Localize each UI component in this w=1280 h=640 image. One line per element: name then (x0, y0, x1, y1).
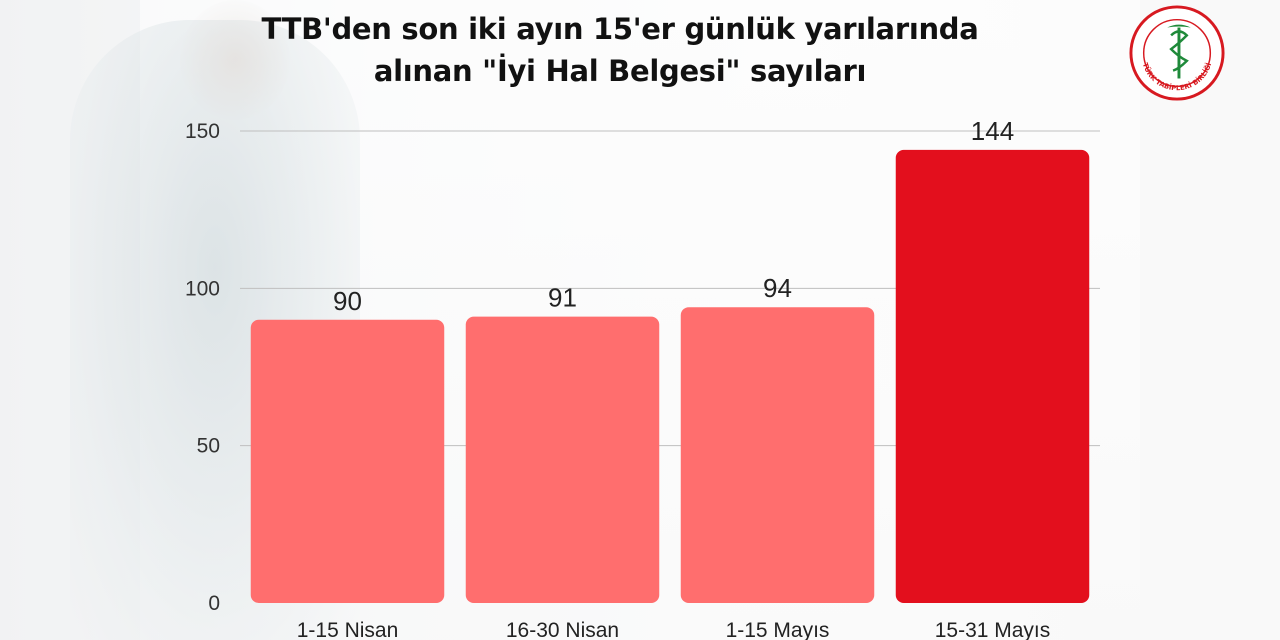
turk-tabipleri-birligi-logo-icon: TÜRK TABİPLERİ BİRLİĞİ (1129, 5, 1225, 101)
y-tick-label: 100 (185, 277, 220, 300)
chart-title: TTB'den son iki ayın 15'er günlük yarıla… (240, 8, 1000, 92)
bar (250, 319, 445, 603)
data-label: 90 (333, 286, 362, 316)
data-label: 94 (763, 273, 792, 303)
bar (465, 316, 660, 603)
chart-title-line-1: TTB'den son iki ayın 15'er günlük yarıla… (261, 12, 979, 46)
y-tick-label: 0 (208, 592, 220, 615)
background-doctor-head (180, 0, 290, 120)
x-category-label: 15-31 Mayıs (935, 619, 1051, 640)
y-tick-label: 150 (185, 120, 220, 143)
x-axis-category-labels: 1-15 Nisan 16-30 Nisan 1-15 Mayıs 15-31 May… (297, 619, 1051, 640)
x-category-label: 16-30 Nisan (506, 619, 619, 640)
x-category-label: 1-15 Nisan (297, 619, 399, 640)
data-label: 91 (548, 283, 577, 313)
bar (895, 149, 1090, 603)
x-category-label: 1-15 Mayıs (726, 619, 830, 640)
bar (680, 307, 875, 603)
y-axis-tick-labels: 0 50 100 150 (185, 120, 220, 615)
data-labels: 90 91 94 144 (333, 116, 1014, 316)
chart-title-line-2: alınan "İyi Hal Belgesi" sayıları (373, 54, 867, 88)
y-tick-label: 50 (197, 435, 220, 458)
bars (250, 149, 1090, 603)
data-label: 144 (971, 116, 1014, 146)
